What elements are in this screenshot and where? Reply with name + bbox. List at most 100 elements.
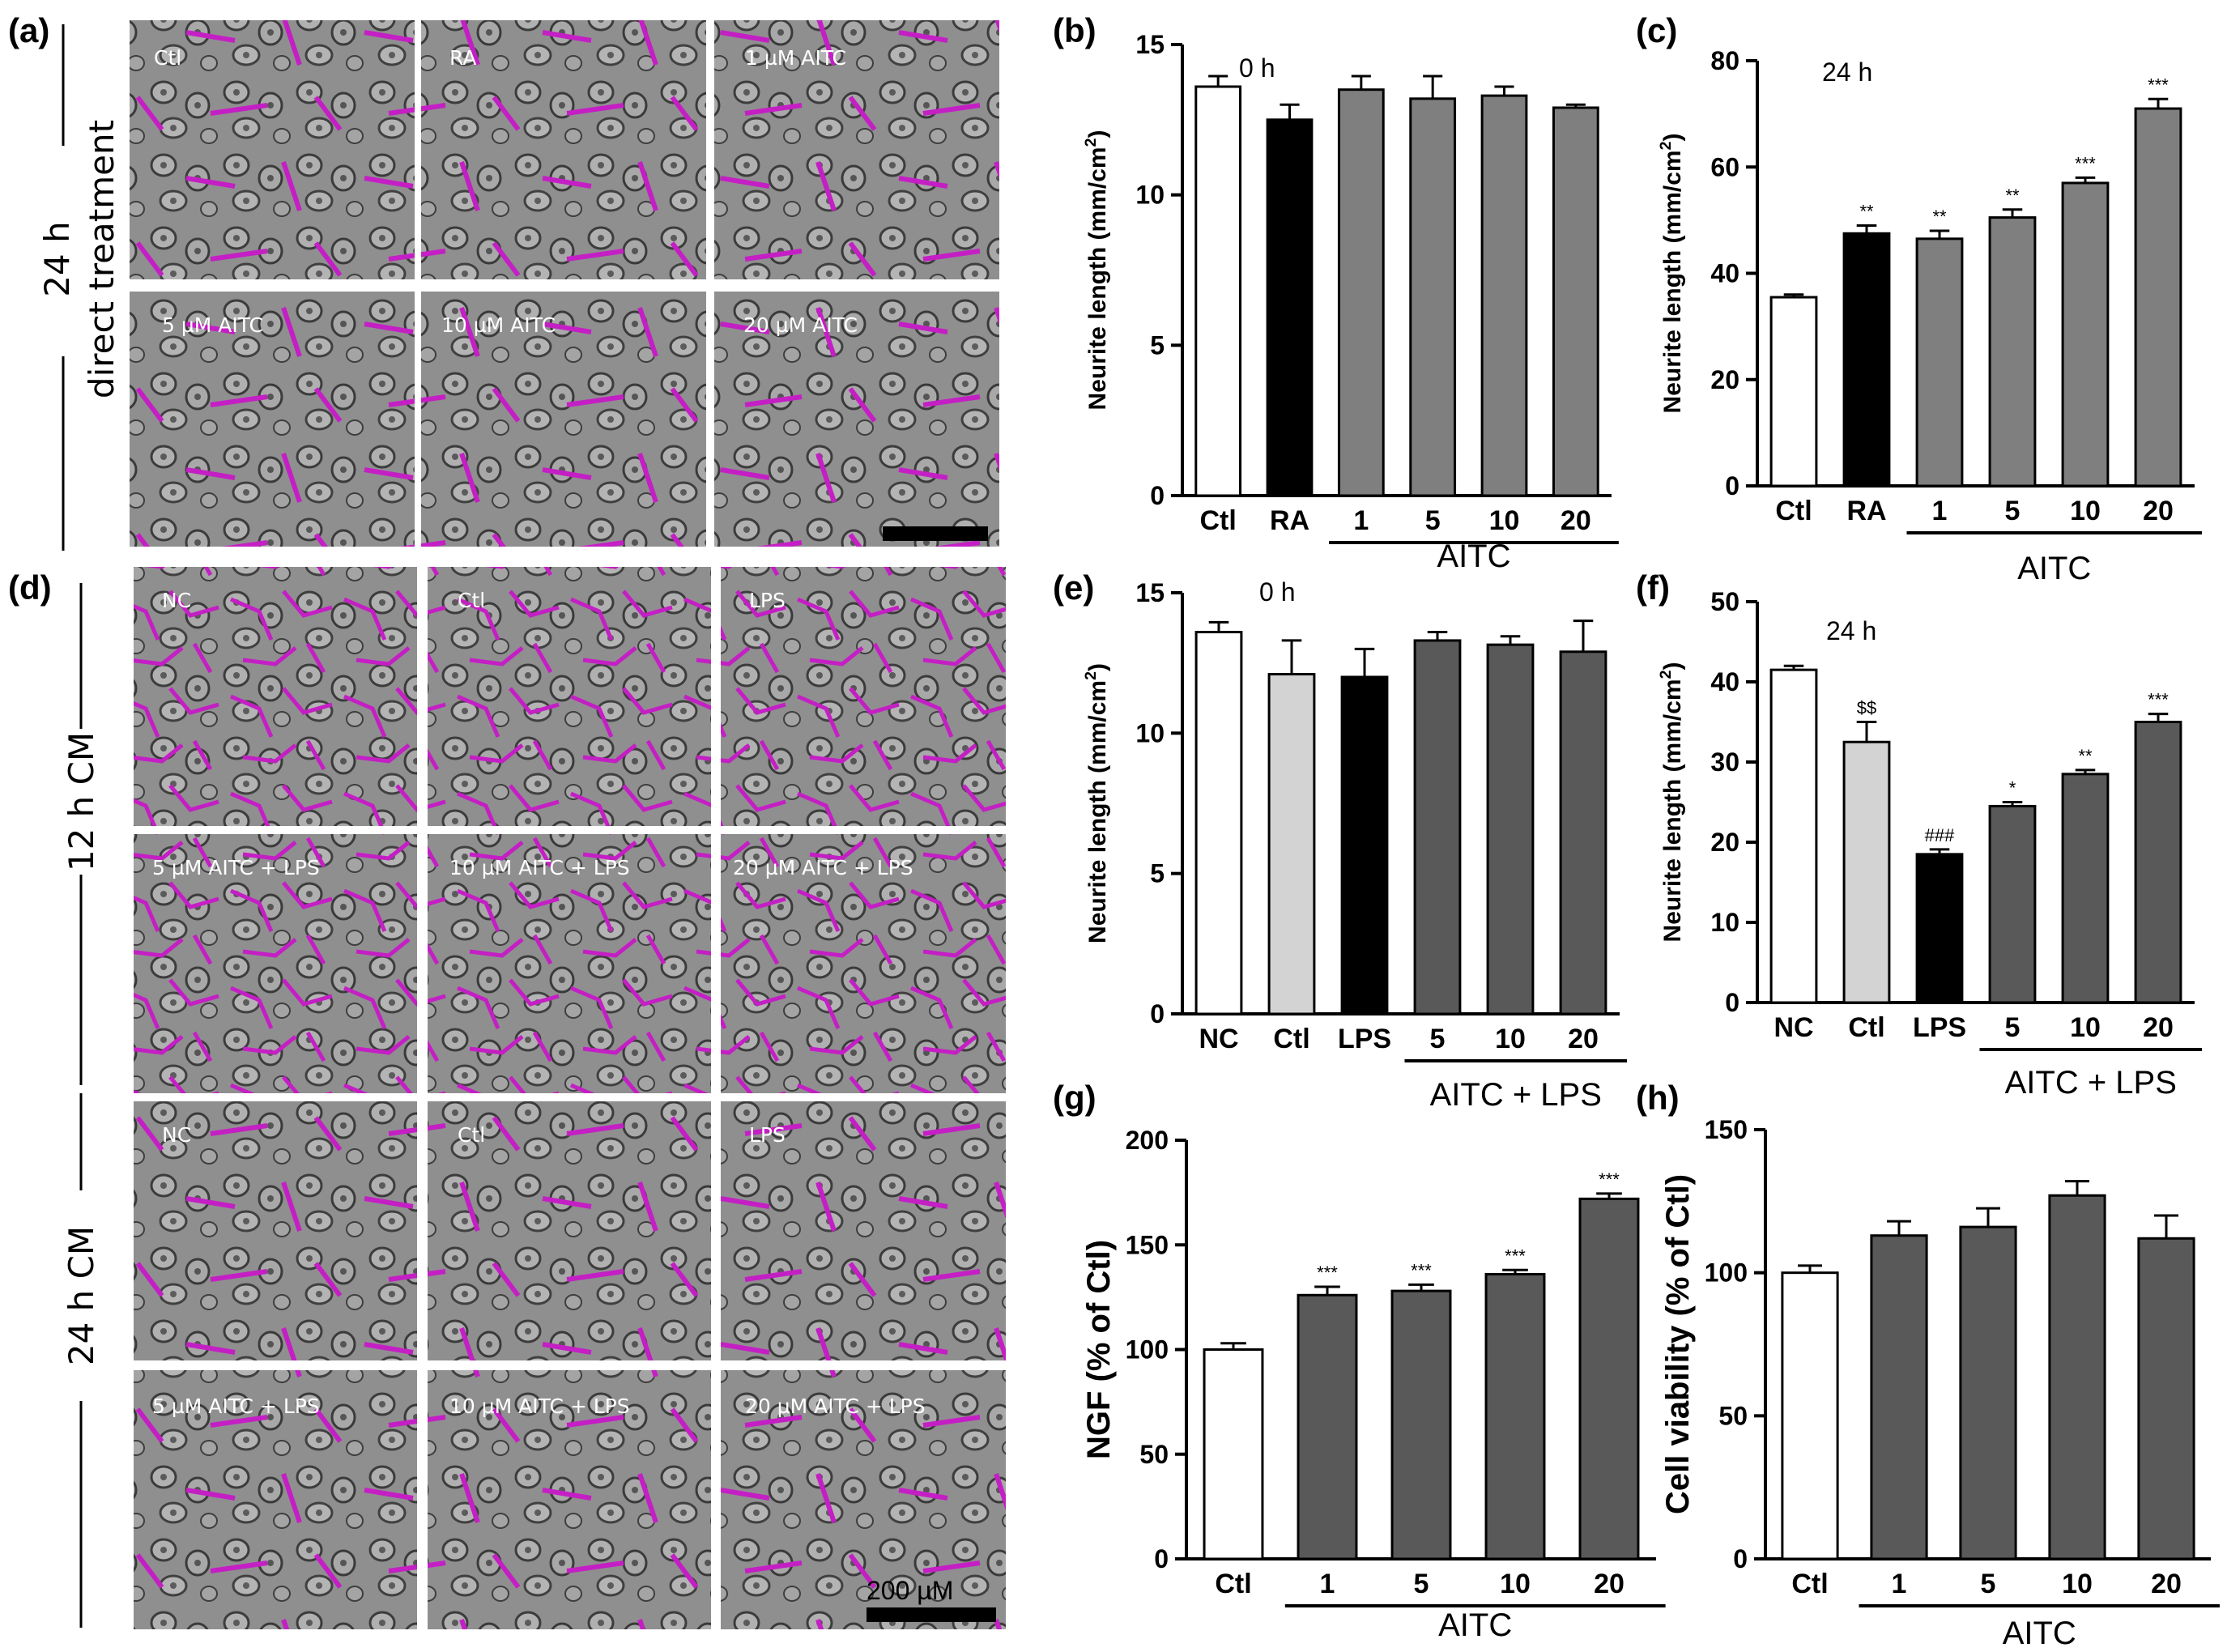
tile-label: Ctl	[154, 46, 181, 70]
category-label: Ctl	[1848, 1012, 1884, 1043]
tile-label: Ctl	[458, 589, 485, 612]
y-tick-label: 0	[1733, 1544, 1748, 1573]
category-label: 10	[2070, 1012, 2101, 1043]
bar	[1988, 804, 2037, 1004]
bar	[1337, 88, 1385, 497]
y-tick-label: 20	[1710, 828, 1739, 857]
group-label: AITC + LPS	[2005, 1065, 2177, 1101]
tile-label: LPS	[749, 1123, 786, 1147]
micrograph-tile: 10 µM AITC	[421, 292, 706, 547]
y-tick-label: 5	[1150, 330, 1165, 360]
micrograph-tile: 10 µM AITC + LPS	[428, 1370, 711, 1629]
bar	[1484, 1272, 1546, 1560]
y-tick-label: 40	[1710, 259, 1739, 288]
category-label: NC	[1199, 1024, 1238, 1054]
category-label: Ctl	[1215, 1569, 1251, 1599]
category-label: 5	[2005, 1012, 2020, 1043]
micrograph-tile: 5 µM AITC	[130, 292, 415, 547]
group-label: AITC	[1437, 539, 1510, 574]
bar	[1781, 1271, 1839, 1560]
chart-e: 0 5 10 15 Neurite length (mm/cm2) 0 h NC Ctl LPS…	[1082, 577, 1627, 1113]
bar	[1390, 1289, 1452, 1560]
category-label: LPS	[1913, 1012, 1966, 1043]
tile-label: LPS	[749, 589, 786, 612]
bar	[2061, 773, 2110, 1004]
y-tick-label: 15	[1135, 578, 1165, 607]
y-axis-title: Neurite length (mm/cm2)	[1082, 130, 1111, 411]
chart-g: 0 50 100 150 200 NGF (% of Ctl) Ctl *** 1 *** 5 ***…	[1081, 1126, 1666, 1643]
panel-letter-h: (h)	[1636, 1079, 1680, 1117]
significance-label: ***	[2075, 153, 2096, 173]
time-annotation: 0 h	[1239, 53, 1275, 83]
category-label: 10	[1500, 1569, 1531, 1599]
time-annotation: 24 h	[1822, 57, 1872, 87]
group-label: AITC	[2003, 1616, 2076, 1651]
significance-label: **	[1932, 206, 1947, 227]
micrograph-tile: LPS	[721, 1101, 1006, 1360]
bar	[1870, 1234, 1928, 1560]
y-tick-label: 20	[1710, 365, 1739, 394]
category-label: Ctl	[1273, 1024, 1309, 1054]
panel-d-side-label-24h: 24 h CM	[62, 1226, 101, 1365]
bar	[1842, 740, 1891, 1004]
micrograph-tile: RA	[421, 20, 706, 279]
y-tick-label: 10	[1135, 718, 1165, 747]
panel-d-scale-bar	[867, 1607, 996, 1622]
chart-h: 0 50 100 150 Cell viability (% of Ctl) Ctl 1 5 1…	[1660, 1115, 2220, 1651]
bar	[1915, 853, 1964, 1004]
micrograph-tile: NC	[134, 1101, 417, 1360]
panel-letter-d: (d)	[8, 568, 52, 607]
panel-d-micrographs: (d) 12 h CM 24 h CM NC Ctl LPS 5 µM AITC…	[8, 567, 1006, 1629]
category-label: 5	[1981, 1569, 1996, 1599]
significance-label: ###	[1925, 825, 1955, 845]
bar	[1486, 643, 1535, 1015]
panel-letter-g: (g)	[1053, 1079, 1096, 1117]
category-label: 20	[2143, 1012, 2174, 1043]
group-label: AITC	[2017, 551, 2091, 586]
chart-c: 0 20 40 60 80 Neurite length (mm/cm2) 24 h Ctl *…	[1657, 46, 2202, 586]
category-label: RA	[1846, 496, 1886, 526]
tile-label: 10 µM AITC + LPS	[449, 1394, 630, 1418]
y-axis-title: NGF (% of Ctl)	[1081, 1240, 1117, 1459]
y-tick-label: 0	[1154, 1544, 1169, 1573]
y-axis-title: Cell viability (% of Ctl)	[1660, 1174, 1696, 1514]
significance-label: ***	[1599, 1169, 1620, 1190]
y-tick-label: 5	[1150, 859, 1165, 888]
panel-a-side-label-treatment: direct treatment	[82, 120, 121, 398]
panel-letter-f: (f)	[1636, 568, 1670, 607]
chart-f: 0 10 20 30 40 50 Neurite length (mm/cm2) 24 h NC…	[1657, 587, 2202, 1101]
group-label: AITC	[1438, 1607, 1512, 1643]
category-label: 20	[2143, 496, 2174, 526]
micrograph-tile: 20 µM AITC + LPS	[721, 834, 1006, 1093]
category-label: Ctl	[1791, 1569, 1828, 1599]
bar	[1340, 675, 1389, 1015]
category-label: 1	[1353, 505, 1369, 536]
tile-label: 10 µM AITC	[441, 313, 556, 337]
tile-label: Ctl	[458, 1123, 485, 1147]
tile-label: 5 µM AITC + LPS	[152, 856, 320, 879]
panel-letter-e: (e)	[1053, 568, 1094, 607]
bar	[1959, 1225, 2017, 1560]
panel-a-scale-bar	[883, 526, 988, 541]
bar	[1480, 94, 1528, 497]
category-label: 20	[1594, 1569, 1624, 1599]
tile-label: 20 µM AITC + LPS	[745, 1394, 926, 1418]
y-tick-label: 0	[1725, 471, 1739, 500]
y-tick-label: 100	[1126, 1335, 1169, 1365]
y-tick-label: 0	[1150, 999, 1165, 1028]
tile-label: NC	[162, 589, 191, 612]
panel-d-side-label-12h: 12 h CM	[62, 732, 101, 871]
category-label: 1	[1932, 496, 1948, 526]
significance-label: **	[1859, 201, 1874, 221]
y-tick-label: 50	[1139, 1440, 1169, 1469]
category-label: 10	[1495, 1024, 1526, 1054]
category-label: NC	[1774, 1012, 1813, 1043]
category-label: 10	[1489, 505, 1520, 536]
time-annotation: 24 h	[1826, 616, 1876, 645]
significance-label: $$	[1857, 698, 1876, 718]
panel-a-side-label-time: 24 h	[37, 221, 77, 296]
significance-label: ***	[2148, 690, 2169, 710]
tile-label: 20 µM AITC + LPS	[733, 856, 913, 879]
